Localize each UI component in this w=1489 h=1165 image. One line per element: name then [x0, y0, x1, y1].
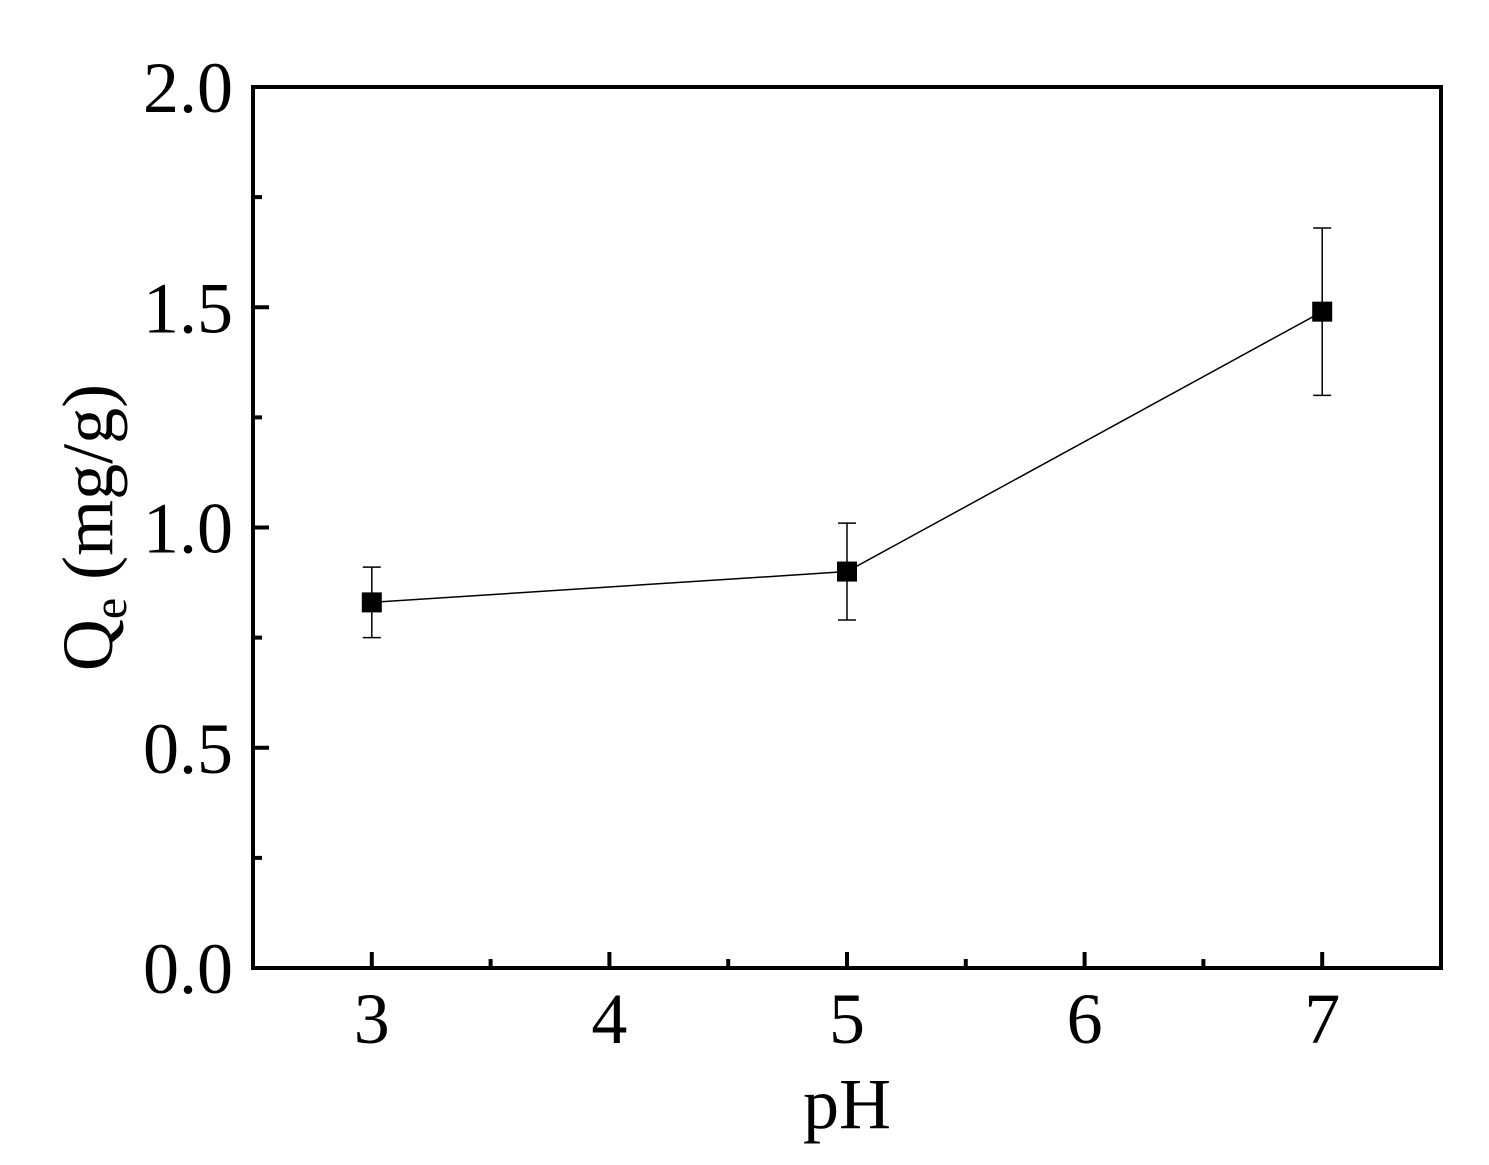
x-tick-label: 7	[1304, 979, 1340, 1059]
y-axis-title: Qe (mg/g)	[48, 384, 137, 671]
x-tick-label: 4	[591, 979, 627, 1059]
y-tick-label: 1.0	[143, 489, 233, 569]
x-tick-label: 6	[1067, 979, 1103, 1059]
y-tick-label: 0.5	[143, 709, 233, 789]
y-axis-title-units: (mg/g)	[48, 384, 128, 598]
ticks-layer	[253, 85, 1325, 970]
labels-layer: 3 4 5 6 7 0.0 0.5 1.0 1.5 2.0	[143, 48, 1340, 1059]
x-tick-label: 3	[354, 979, 390, 1059]
y-axis-title-main: Q	[48, 619, 128, 671]
plot-frame	[251, 85, 1443, 970]
data-point-marker	[361, 592, 382, 613]
y-tick-label: 2.0	[143, 48, 233, 128]
y-axis-title-subscript: e	[84, 598, 137, 619]
data-point-marker	[1312, 301, 1333, 322]
x-tick-label: 5	[829, 979, 865, 1059]
data-point-marker	[837, 561, 857, 582]
y-tick-label: 1.5	[143, 268, 233, 348]
plot-layer	[361, 227, 1333, 639]
y-tick-label: 0.0	[143, 929, 233, 1009]
x-axis-title: pH	[803, 1064, 891, 1144]
